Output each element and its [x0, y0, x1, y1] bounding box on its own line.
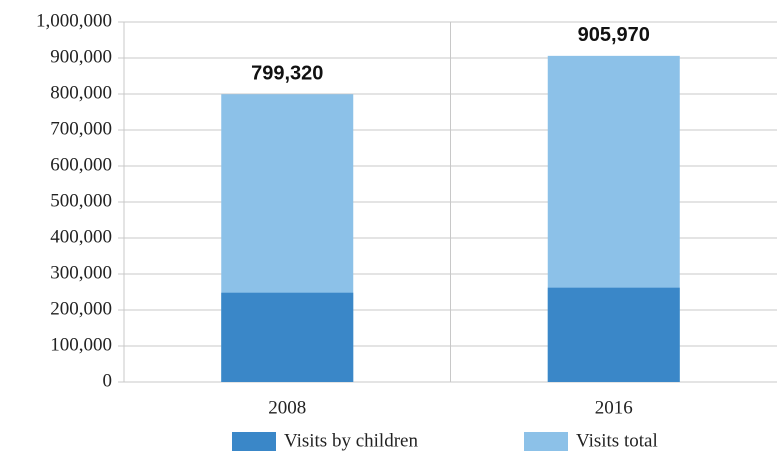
y-tick-label: 100,000 — [50, 334, 112, 355]
y-tick-label: 700,000 — [50, 118, 112, 139]
legend-label: Visits total — [576, 430, 658, 451]
y-tick-label: 200,000 — [50, 298, 112, 319]
data-label: 905,970 — [578, 24, 650, 46]
y-tick-label: 400,000 — [50, 226, 112, 247]
y-tick-label: 500,000 — [50, 190, 112, 211]
y-tick-label: 1,000,000 — [36, 10, 112, 31]
y-tick-label: 800,000 — [50, 82, 112, 103]
legend-label: Visits by children — [284, 430, 418, 451]
y-tick-label: 600,000 — [50, 154, 112, 175]
x-tick-label: 2016 — [595, 397, 633, 418]
y-tick-label: 300,000 — [50, 262, 112, 283]
bar — [221, 292, 354, 382]
data-label: 799,320 — [251, 63, 323, 85]
bar — [547, 287, 680, 382]
x-tick-label: 2008 — [268, 397, 306, 418]
y-tick-label: 0 — [103, 370, 113, 391]
y-tick-label: 900,000 — [50, 46, 112, 67]
legend-swatch — [524, 432, 568, 451]
legend-swatch — [232, 432, 276, 451]
